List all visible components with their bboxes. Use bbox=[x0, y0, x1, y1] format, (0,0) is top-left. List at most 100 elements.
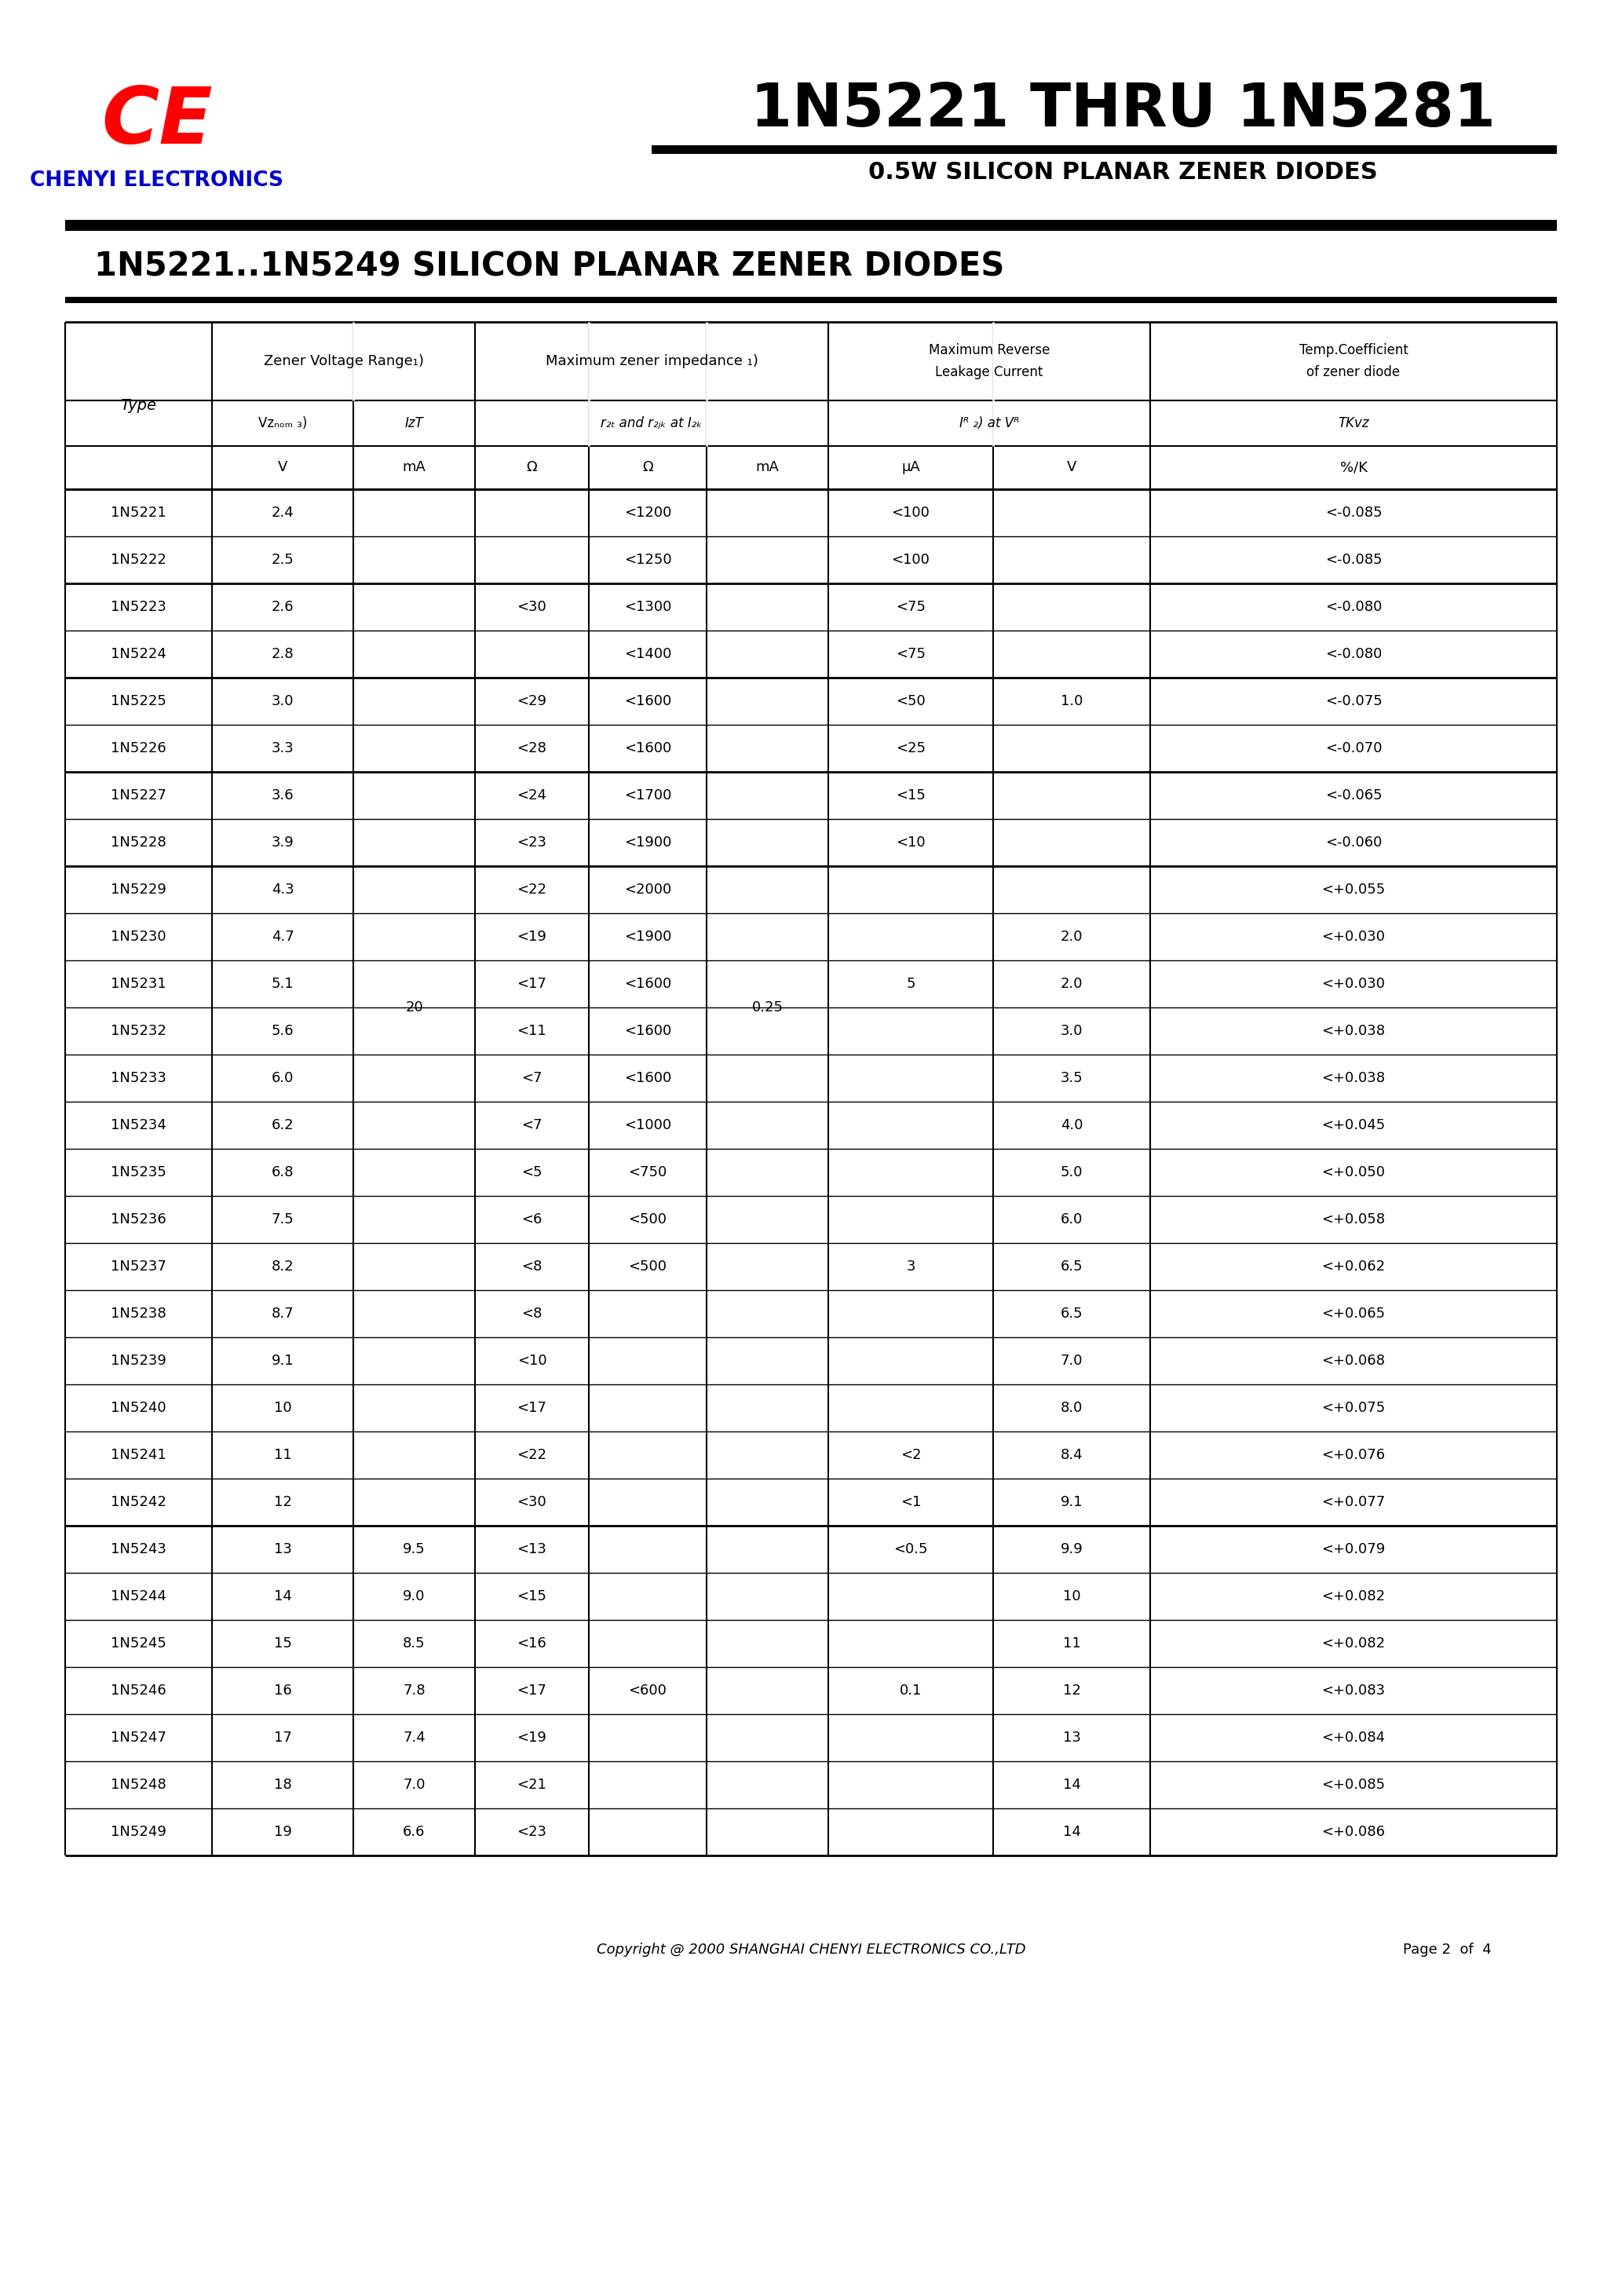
Text: <+0.086: <+0.086 bbox=[1322, 1825, 1385, 1839]
Text: 1N5221..1N5249 SILICON PLANAR ZENER DIODES: 1N5221..1N5249 SILICON PLANAR ZENER DIOD… bbox=[94, 250, 1004, 282]
Text: <30: <30 bbox=[517, 1495, 547, 1508]
Text: <28: <28 bbox=[517, 742, 547, 755]
Text: 1N5235: 1N5235 bbox=[110, 1166, 167, 1180]
Bar bbox=[65, 296, 1557, 303]
Text: <+0.038: <+0.038 bbox=[1322, 1024, 1385, 1038]
Text: 14: 14 bbox=[274, 1589, 292, 1603]
Text: 1N5245: 1N5245 bbox=[110, 1637, 167, 1651]
Text: <1600: <1600 bbox=[624, 693, 672, 707]
Text: 14: 14 bbox=[1062, 1777, 1080, 1791]
Text: <+0.077: <+0.077 bbox=[1322, 1495, 1385, 1508]
Text: 1N5246: 1N5246 bbox=[110, 1683, 167, 1697]
Text: 1N5228: 1N5228 bbox=[110, 836, 167, 850]
Text: 13: 13 bbox=[1062, 1731, 1080, 1745]
Text: <15: <15 bbox=[517, 1589, 547, 1603]
Text: 1N5242: 1N5242 bbox=[110, 1495, 167, 1508]
Text: <7: <7 bbox=[522, 1118, 542, 1132]
Text: 3.5: 3.5 bbox=[1061, 1070, 1083, 1086]
Text: <1: <1 bbox=[900, 1495, 921, 1508]
Text: 8.4: 8.4 bbox=[1061, 1449, 1083, 1463]
Text: 2.0: 2.0 bbox=[1061, 930, 1083, 944]
Text: <+0.050: <+0.050 bbox=[1322, 1166, 1385, 1180]
Text: 20: 20 bbox=[406, 1001, 423, 1015]
Text: V: V bbox=[1067, 461, 1077, 475]
Text: <+0.068: <+0.068 bbox=[1322, 1355, 1385, 1368]
Text: μA: μA bbox=[902, 461, 920, 475]
Text: <22: <22 bbox=[517, 882, 547, 898]
Text: <+0.058: <+0.058 bbox=[1322, 1212, 1385, 1226]
Text: 2.5: 2.5 bbox=[271, 553, 294, 567]
Text: <600: <600 bbox=[628, 1683, 667, 1697]
Text: Maximum zener impedance ₁): Maximum zener impedance ₁) bbox=[545, 354, 757, 367]
Text: <+0.083: <+0.083 bbox=[1322, 1683, 1385, 1697]
Text: 6.2: 6.2 bbox=[271, 1118, 294, 1132]
Text: <25: <25 bbox=[895, 742, 926, 755]
Text: <-0.085: <-0.085 bbox=[1325, 505, 1382, 519]
Text: 1N5231: 1N5231 bbox=[110, 976, 167, 992]
Text: V: V bbox=[277, 461, 287, 475]
Text: 1N5240: 1N5240 bbox=[110, 1401, 167, 1414]
Text: 6.5: 6.5 bbox=[1061, 1261, 1083, 1274]
Text: 0.5W SILICON PLANAR ZENER DIODES: 0.5W SILICON PLANAR ZENER DIODES bbox=[868, 161, 1377, 184]
Text: <13: <13 bbox=[517, 1543, 547, 1557]
Text: Type: Type bbox=[120, 397, 157, 413]
Text: 5: 5 bbox=[907, 976, 915, 992]
Text: 8.7: 8.7 bbox=[271, 1306, 294, 1320]
Text: 8.2: 8.2 bbox=[271, 1261, 294, 1274]
Text: mA: mA bbox=[402, 461, 427, 475]
Text: mA: mA bbox=[756, 461, 779, 475]
Text: 4.7: 4.7 bbox=[271, 930, 294, 944]
Text: <+0.082: <+0.082 bbox=[1322, 1637, 1385, 1651]
Text: <1000: <1000 bbox=[624, 1118, 672, 1132]
Text: <100: <100 bbox=[892, 505, 929, 519]
Text: 10: 10 bbox=[274, 1401, 292, 1414]
Text: 1N5225: 1N5225 bbox=[110, 693, 167, 707]
Text: <10: <10 bbox=[517, 1355, 547, 1368]
Text: <+0.038: <+0.038 bbox=[1322, 1070, 1385, 1086]
Text: 4.0: 4.0 bbox=[1061, 1118, 1083, 1132]
Text: of zener diode: of zener diode bbox=[1307, 365, 1400, 379]
Text: CHENYI ELECTRONICS: CHENYI ELECTRONICS bbox=[31, 170, 284, 191]
Text: 9.1: 9.1 bbox=[1061, 1495, 1083, 1508]
Text: 1N5230: 1N5230 bbox=[110, 930, 167, 944]
Text: 19: 19 bbox=[274, 1825, 292, 1839]
Text: 1N5229: 1N5229 bbox=[110, 882, 167, 898]
Text: Vzₙₒₘ ₃): Vzₙₒₘ ₃) bbox=[258, 416, 307, 429]
Text: 1N5237: 1N5237 bbox=[110, 1261, 167, 1274]
Text: 7.0: 7.0 bbox=[1061, 1355, 1083, 1368]
Text: 14: 14 bbox=[1062, 1825, 1080, 1839]
Text: <+0.079: <+0.079 bbox=[1322, 1543, 1385, 1557]
Text: 3.3: 3.3 bbox=[271, 742, 294, 755]
Text: <8: <8 bbox=[522, 1261, 542, 1274]
Text: <22: <22 bbox=[517, 1449, 547, 1463]
Text: 9.0: 9.0 bbox=[402, 1589, 425, 1603]
Text: 5.6: 5.6 bbox=[271, 1024, 294, 1038]
Text: <21: <21 bbox=[517, 1777, 547, 1791]
Text: 8.0: 8.0 bbox=[1061, 1401, 1083, 1414]
Text: 1N5233: 1N5233 bbox=[110, 1070, 167, 1086]
Bar bbox=[652, 145, 1557, 154]
Text: <750: <750 bbox=[628, 1166, 667, 1180]
Text: 11: 11 bbox=[274, 1449, 292, 1463]
Text: 6.0: 6.0 bbox=[271, 1070, 294, 1086]
Text: <17: <17 bbox=[517, 1401, 547, 1414]
Text: <1600: <1600 bbox=[624, 1024, 672, 1038]
Text: <29: <29 bbox=[517, 693, 547, 707]
Text: <6: <6 bbox=[522, 1212, 542, 1226]
Text: Ω: Ω bbox=[527, 461, 537, 475]
Text: 1N5243: 1N5243 bbox=[110, 1543, 167, 1557]
Text: <0.5: <0.5 bbox=[894, 1543, 928, 1557]
Text: 1N5222: 1N5222 bbox=[110, 553, 167, 567]
Text: 3.6: 3.6 bbox=[271, 788, 294, 804]
Text: Iᴿ ₂) at Vᴿ: Iᴿ ₂) at Vᴿ bbox=[959, 416, 1019, 429]
Text: <2: <2 bbox=[900, 1449, 921, 1463]
Text: 3.0: 3.0 bbox=[1061, 1024, 1083, 1038]
Text: 5.0: 5.0 bbox=[1061, 1166, 1083, 1180]
Text: Ω: Ω bbox=[642, 461, 654, 475]
Text: <1250: <1250 bbox=[624, 553, 672, 567]
Text: <500: <500 bbox=[628, 1261, 667, 1274]
Text: <+0.085: <+0.085 bbox=[1322, 1777, 1385, 1791]
Text: 12: 12 bbox=[274, 1495, 292, 1508]
Text: <17: <17 bbox=[517, 976, 547, 992]
Text: Leakage Current: Leakage Current bbox=[936, 365, 1043, 379]
